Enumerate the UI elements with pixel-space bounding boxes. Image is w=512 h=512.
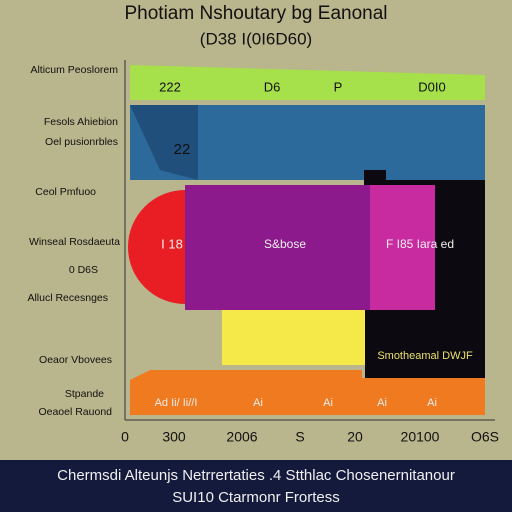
left-label: Allucl Recesnges [27, 292, 108, 304]
band-label: 222 [159, 79, 181, 94]
left-label: Fesols Ahiebion [44, 116, 118, 128]
footer-band [0, 460, 512, 512]
footer-text: Chermsdi Alteunjs Netrrertaties .4 Stthl… [57, 467, 455, 484]
orange-band-right [362, 378, 485, 415]
x-label: 20100 [401, 429, 440, 445]
x-label: 2006 [226, 429, 257, 445]
band-label: I 18 [161, 236, 183, 251]
magenta-side [370, 185, 435, 310]
black-tab [364, 170, 386, 186]
band-label: Ai [427, 397, 437, 409]
x-label: O6S [471, 429, 499, 445]
band-label: 22 [174, 141, 191, 158]
title: Photiam Nshoutary bg Eanonal [125, 3, 388, 24]
blue-shade [130, 105, 198, 180]
band-label: Ai [377, 397, 387, 409]
left-label: 0 D6S [69, 264, 98, 276]
yellow-block [222, 310, 365, 365]
left-label: Oel pusionrbles [45, 136, 118, 148]
band-label: P [334, 79, 343, 94]
left-label: Stpande [65, 388, 104, 400]
x-label: 300 [162, 429, 186, 445]
orange-band [130, 370, 362, 415]
left-label: Winseal Rosdaeuta [29, 236, 120, 248]
band-label: Ad Ii/ Ii//I [155, 397, 198, 409]
band-label: S&bose [264, 237, 306, 251]
band-label: D0I0 [418, 79, 445, 94]
footer-text: SUI10 Ctarmonr Frortess [172, 489, 340, 506]
x-label: 0 [121, 429, 129, 445]
band-label: Ai [253, 397, 263, 409]
green-band [130, 65, 485, 100]
left-label: Ceol Pmfuoo [35, 186, 96, 198]
band-label: Ai [323, 397, 333, 409]
left-label: Oeaoel Rauond [38, 406, 112, 418]
left-label: Alticum Peoslorem [30, 64, 118, 76]
band-label: Smotheamal DWJF [377, 350, 473, 362]
x-label: S [295, 429, 304, 445]
subtitle: (D38 I(0I6D60) [200, 29, 312, 48]
x-label: 20 [347, 429, 363, 445]
band-label: D6 [264, 79, 281, 94]
band-label: F I85 Iara ed [386, 237, 454, 251]
left-label: Oeaor Vbovees [39, 354, 112, 366]
